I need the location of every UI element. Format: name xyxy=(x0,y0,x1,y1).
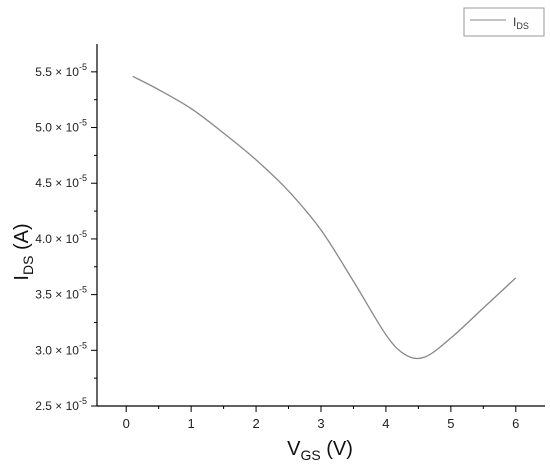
x-tick-label: 2 xyxy=(252,416,259,431)
y-axis-title-sub: DS xyxy=(20,256,36,275)
series-line-ids xyxy=(132,75,517,360)
y-tick-mantissa: 2.5 × 10 xyxy=(35,399,79,413)
y-axis-title-main: I xyxy=(11,275,33,281)
y-tick-exponent: -5 xyxy=(79,229,87,239)
x-tick-label: 6 xyxy=(512,416,519,431)
y-tick-mantissa: 4.5 × 10 xyxy=(35,176,79,190)
y-tick-mantissa: 3.5 × 10 xyxy=(35,288,79,302)
y-tick-label: 4.0 × 10-5 xyxy=(35,229,87,246)
y-tick-mantissa: 5.0 × 10 xyxy=(35,121,79,135)
y-tick-mantissa: 4.0 × 10 xyxy=(35,232,79,246)
y-tick-label: 3.0 × 10-5 xyxy=(35,340,87,357)
y-tick-exponent: -5 xyxy=(79,118,87,128)
svg-text:VGS (V): VGS (V) xyxy=(287,438,353,463)
series xyxy=(132,75,517,360)
svg-text:IDS (A): IDS (A) xyxy=(11,223,36,280)
y-tick-label: 2.5 × 10-5 xyxy=(35,396,87,413)
axes xyxy=(96,44,545,407)
y-tick-mantissa: 3.0 × 10 xyxy=(35,343,79,357)
legend-label-sub: DS xyxy=(516,21,529,31)
x-tick-label: 5 xyxy=(447,416,454,431)
x-axis-title: VGS (V) xyxy=(287,438,353,463)
y-tick-exponent: -5 xyxy=(79,340,87,350)
y-tick-label: 3.5 × 10-5 xyxy=(35,285,87,302)
x-tick-label: 1 xyxy=(188,416,195,431)
y-tick-exponent: -5 xyxy=(79,62,87,72)
x-axis-title-unit: (V) xyxy=(321,438,353,460)
x-tick-label: 4 xyxy=(382,416,389,431)
y-tick-exponent: -5 xyxy=(79,173,87,183)
y-tick-exponent: -5 xyxy=(79,285,87,295)
x-tick-label: 3 xyxy=(317,416,324,431)
legend: IDS xyxy=(463,7,545,37)
legend-box xyxy=(463,7,545,37)
ticks: 2.5 × 10-53.0 × 10-53.5 × 10-54.0 × 10-5… xyxy=(35,62,519,431)
y-tick-label: 4.5 × 10-5 xyxy=(35,173,87,190)
y-tick-exponent: -5 xyxy=(79,396,87,406)
y-tick-label: 5.5 × 10-5 xyxy=(35,62,87,79)
x-axis-title-main: V xyxy=(287,438,301,460)
y-axis-title: IDS (A) xyxy=(11,223,36,280)
x-tick-label: 0 xyxy=(123,416,130,431)
x-axis-title-sub: GS xyxy=(300,447,320,463)
y-axis-title-unit: (A) xyxy=(11,223,33,255)
svg-text:IDS: IDS xyxy=(513,15,529,31)
y-tick-label: 5.0 × 10-5 xyxy=(35,118,87,135)
legend-label-main: I xyxy=(513,15,516,29)
y-tick-mantissa: 5.5 × 10 xyxy=(35,65,79,79)
